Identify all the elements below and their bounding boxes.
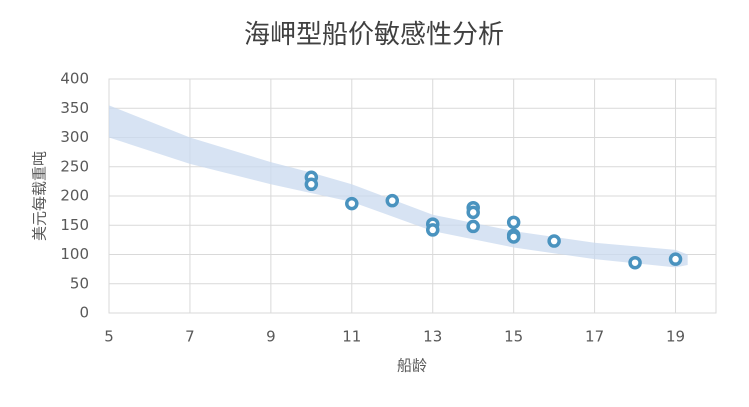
point [547, 234, 561, 248]
point [385, 193, 400, 208]
y-tick-label: 200 [60, 187, 89, 205]
confidence-band [109, 105, 688, 268]
y-tick-label: 0 [79, 304, 89, 322]
x-tick-label: 7 [185, 328, 195, 346]
x-tick-label: 15 [504, 328, 523, 346]
point [425, 223, 440, 237]
point [345, 196, 359, 211]
y-tick-label: 400 [60, 70, 89, 88]
point [466, 219, 480, 234]
point [466, 205, 480, 220]
x-tick-label: 13 [423, 328, 442, 346]
x-tick-label: 19 [666, 328, 685, 346]
y-tick-label: 150 [60, 216, 89, 234]
point [628, 255, 642, 270]
y-axis-title: 美元每载重吨 [31, 151, 49, 241]
point [668, 252, 683, 266]
point [506, 215, 521, 230]
x-tick-label: 17 [585, 328, 604, 346]
x-tick-label: 11 [342, 328, 361, 346]
x-tick-label: 5 [104, 328, 114, 346]
y-tick-label: 100 [60, 245, 89, 263]
point [506, 230, 521, 244]
x-axis-title: 船龄 [397, 357, 427, 375]
point [304, 177, 319, 192]
chart-title: 海岬型船价敏感性分析 [244, 20, 504, 50]
y-tick-label: 350 [60, 99, 89, 117]
y-tick-label: 300 [60, 128, 89, 146]
y-tick-label: 250 [60, 157, 89, 175]
x-tick-label: 9 [266, 328, 276, 346]
y-tick-label: 50 [70, 274, 89, 292]
